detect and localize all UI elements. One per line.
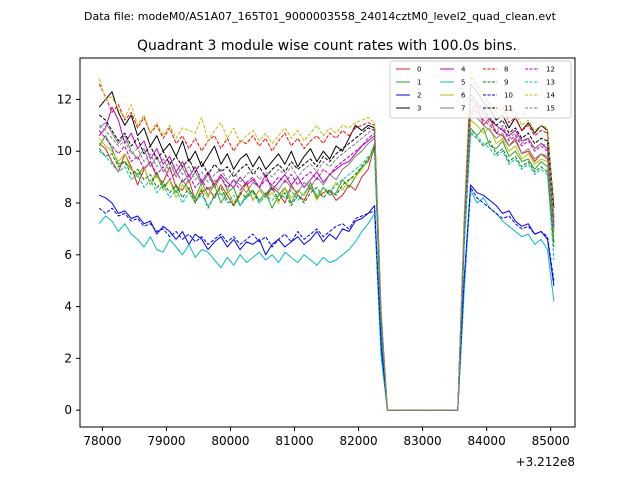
x-tick-label: 81000 xyxy=(275,434,313,448)
series-line-2 xyxy=(99,184,555,411)
y-tick-label: 0 xyxy=(64,403,72,417)
legend-label-14: 14 xyxy=(546,92,555,100)
y-tick-label: 2 xyxy=(64,351,72,365)
x-tick-label: 84000 xyxy=(468,434,506,448)
series-line-10 xyxy=(98,187,555,411)
legend-label-15: 15 xyxy=(546,105,555,113)
y-tick-label: 12 xyxy=(57,92,72,106)
series-line-12 xyxy=(98,104,555,411)
y-tick-label: 4 xyxy=(64,300,72,314)
x-tick-label: 85000 xyxy=(532,434,570,448)
legend-label-5: 5 xyxy=(461,79,465,87)
axes-frame xyxy=(79,57,576,428)
series-layer xyxy=(98,70,555,411)
legend-label-3: 3 xyxy=(417,105,421,113)
y-tick-label: 6 xyxy=(64,248,72,262)
legend-label-7: 7 xyxy=(461,105,465,113)
legend-label-6: 6 xyxy=(461,92,466,100)
x-tick-label: 79000 xyxy=(147,434,185,448)
legend-label-13: 13 xyxy=(546,79,555,87)
legend-label-12: 12 xyxy=(546,66,555,74)
legend-label-9: 9 xyxy=(504,79,508,87)
legend-frame xyxy=(389,60,572,119)
x-axis: 78000 79000 80000 81000 82000 83000 84000 85000 xyxy=(83,427,570,448)
series-line-7 xyxy=(98,109,555,411)
legend-label-0: 0 xyxy=(417,66,421,74)
y-tick-label: 10 xyxy=(57,144,72,158)
series-line-5 xyxy=(98,189,555,411)
legend-label-11: 11 xyxy=(504,105,513,113)
x-tick-label: 80000 xyxy=(211,434,249,448)
plot-area: 78000 79000 80000 81000 82000 83000 84000 85000… xyxy=(57,57,576,469)
y-axis: 0 2 4 6 8 10 12 xyxy=(57,92,80,417)
chart-suptitle: Data file: modeM0/AS1A07_165T01_90000035… xyxy=(84,10,557,23)
legend-label-4: 4 xyxy=(461,66,466,74)
x-tick-label: 78000 xyxy=(83,434,121,448)
legend-label-10: 10 xyxy=(504,92,513,100)
x-tick-label: 83000 xyxy=(404,434,442,448)
legend-label-2: 2 xyxy=(417,92,421,100)
x-axis-offset-label: +3.212e8 xyxy=(516,455,575,469)
legend-label-1: 1 xyxy=(417,79,421,87)
x-tick-label: 82000 xyxy=(339,434,377,448)
series-line-13 xyxy=(98,130,555,411)
series-line-1 xyxy=(98,127,555,411)
legend-label-8: 8 xyxy=(504,66,508,74)
y-tick-label: 8 xyxy=(64,196,72,210)
chart-title: Quadrant 3 module wise count rates with … xyxy=(137,38,517,54)
